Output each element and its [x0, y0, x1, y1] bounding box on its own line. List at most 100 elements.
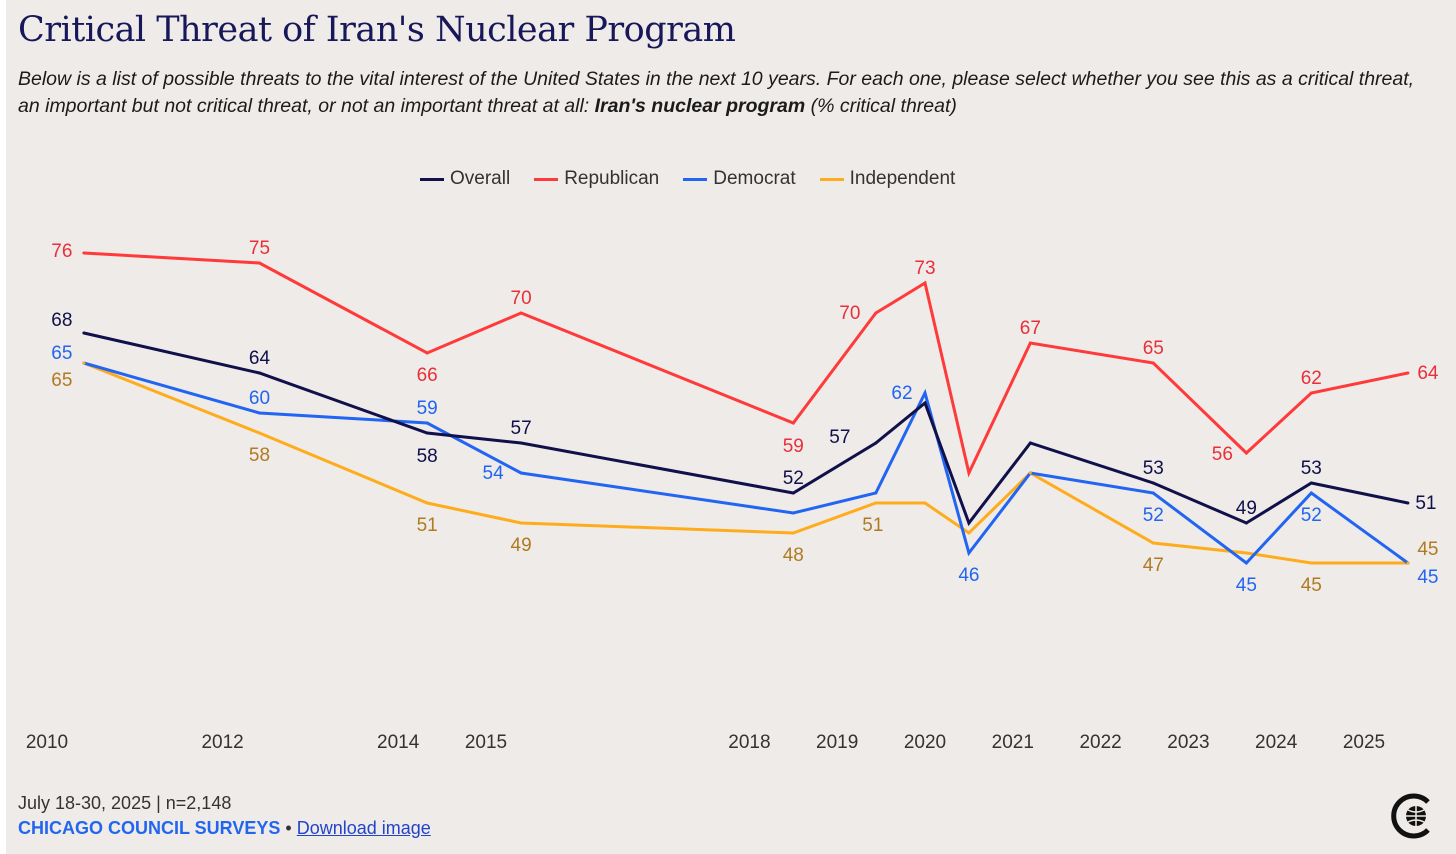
x-tick-label: 2023 [1167, 732, 1209, 753]
legend-label: Independent [849, 168, 956, 189]
data-point-republican [1244, 451, 1248, 455]
data-point-republican [1028, 341, 1032, 345]
legend-swatch [534, 177, 559, 181]
data-label-republican: 62 [1301, 368, 1322, 389]
data-label-democrat: 65 [51, 343, 72, 364]
data-point-independent [791, 531, 795, 535]
data-point-independent [82, 361, 86, 365]
data-label-independent: 48 [783, 545, 804, 566]
data-point-democrat [257, 411, 261, 415]
data-point-overall [967, 521, 971, 525]
data-label-independent: 65 [51, 370, 72, 391]
legend-swatch [683, 177, 708, 181]
data-label-independent: 51 [417, 515, 438, 536]
data-point-democrat [923, 391, 927, 395]
data-point-democrat [791, 511, 795, 515]
data-point-independent [1309, 561, 1313, 565]
series-line-overall [83, 331, 1409, 527]
data-point-independent [519, 521, 523, 525]
x-tick-label: 2014 [377, 732, 420, 753]
line-chart: 2010 2012 2014 2015 2018 2019 2020 2021 2022 2023… [26, 238, 1439, 753]
data-point-overall [1151, 481, 1155, 485]
subtitle-bold: Iran's nuclear program [594, 95, 806, 117]
data-label-overall: 53 [1301, 458, 1322, 479]
data-label-overall: 57 [829, 427, 850, 448]
data-point-overall [82, 331, 86, 335]
x-tick-label: 2022 [1079, 732, 1121, 753]
data-point-democrat [1309, 491, 1313, 495]
data-label-democrat: 46 [958, 565, 979, 586]
data-label-overall: 68 [51, 310, 72, 331]
data-label-republican: 66 [417, 365, 438, 386]
data-label-independent: 45 [1301, 575, 1322, 596]
data-label-democrat: 52 [1143, 505, 1164, 526]
legend-label: Republican [564, 168, 660, 189]
legend-item-democrat[interactable]: Democrat [683, 168, 796, 190]
legend-item-republican[interactable]: Republican [534, 168, 659, 190]
subtitle-text: Below is a list of possible threats to t… [18, 68, 1415, 117]
data-label-republican: 76 [51, 241, 72, 262]
data-point-independent [257, 431, 261, 435]
data-point-republican [519, 311, 523, 315]
data-label-overall: 64 [249, 348, 271, 369]
data-label-democrat: 62 [891, 383, 912, 404]
separator: • [285, 818, 292, 838]
data-point-overall [425, 431, 429, 435]
legend-swatch [819, 177, 844, 181]
series-line-republican [83, 251, 1409, 478]
legend-label: Overall [450, 168, 511, 189]
legend-item-independent[interactable]: Independent [819, 168, 956, 190]
data-point-democrat [1244, 561, 1248, 565]
data-label-overall: 53 [1143, 458, 1164, 479]
data-point-republican [1406, 371, 1410, 375]
x-tick-label: 2024 [1255, 732, 1298, 753]
data-label-overall: 57 [511, 418, 532, 439]
series-line-democrat [83, 361, 1409, 566]
data-point-democrat [967, 551, 971, 555]
data-point-overall [923, 401, 927, 405]
data-label-democrat: 59 [417, 398, 438, 419]
data-label-independent: 45 [1417, 539, 1438, 560]
data-label-overall: 52 [783, 468, 804, 489]
data-point-democrat [874, 491, 878, 495]
chart-title: Critical Threat of Iran's Nuclear Progra… [18, 10, 736, 50]
subtitle-end: (% critical threat) [805, 95, 957, 117]
data-point-independent [425, 501, 429, 505]
x-tick-label: 2018 [728, 732, 770, 753]
data-point-democrat [1151, 491, 1155, 495]
data-point-independent [1028, 471, 1032, 475]
legend-swatch [420, 177, 444, 181]
data-label-republican: 70 [511, 288, 532, 309]
legend: Overall Republican Democrat Independent [420, 168, 955, 190]
data-label-republican: 75 [249, 238, 270, 259]
download-image-link[interactable]: Download image [296, 818, 431, 838]
chart-subtitle: Below is a list of possible threats to t… [18, 66, 1438, 120]
data-label-democrat: 45 [1236, 575, 1257, 596]
data-point-independent [923, 501, 927, 505]
data-point-republican [82, 251, 86, 255]
data-point-independent [1151, 541, 1155, 545]
data-point-independent [1244, 551, 1248, 555]
data-point-overall [874, 441, 878, 445]
legend-label: Democrat [713, 168, 796, 189]
data-point-overall [1028, 441, 1032, 445]
data-point-overall [1244, 521, 1248, 525]
data-point-overall [519, 441, 523, 445]
data-point-independent [874, 501, 878, 505]
data-point-republican [1309, 391, 1313, 395]
data-point-overall [791, 491, 795, 495]
data-point-republican [1151, 361, 1155, 365]
chicago-council-logo-icon [1391, 793, 1430, 839]
series-line-independent [83, 361, 1408, 565]
data-label-republican: 67 [1020, 318, 1041, 339]
data-point-republican [791, 421, 795, 425]
x-tick-label: 2020 [904, 732, 946, 753]
data-label-independent: 51 [862, 515, 883, 536]
legend-item-overall[interactable]: Overall [420, 168, 510, 190]
data-label-independent: 49 [511, 535, 532, 556]
data-label-overall: 49 [1236, 498, 1257, 519]
data-point-independent [967, 531, 971, 535]
data-point-republican [257, 261, 261, 265]
x-tick-label: 2012 [201, 732, 243, 753]
brand-name: CHICAGO COUNCIL SURVEYS [18, 818, 281, 838]
